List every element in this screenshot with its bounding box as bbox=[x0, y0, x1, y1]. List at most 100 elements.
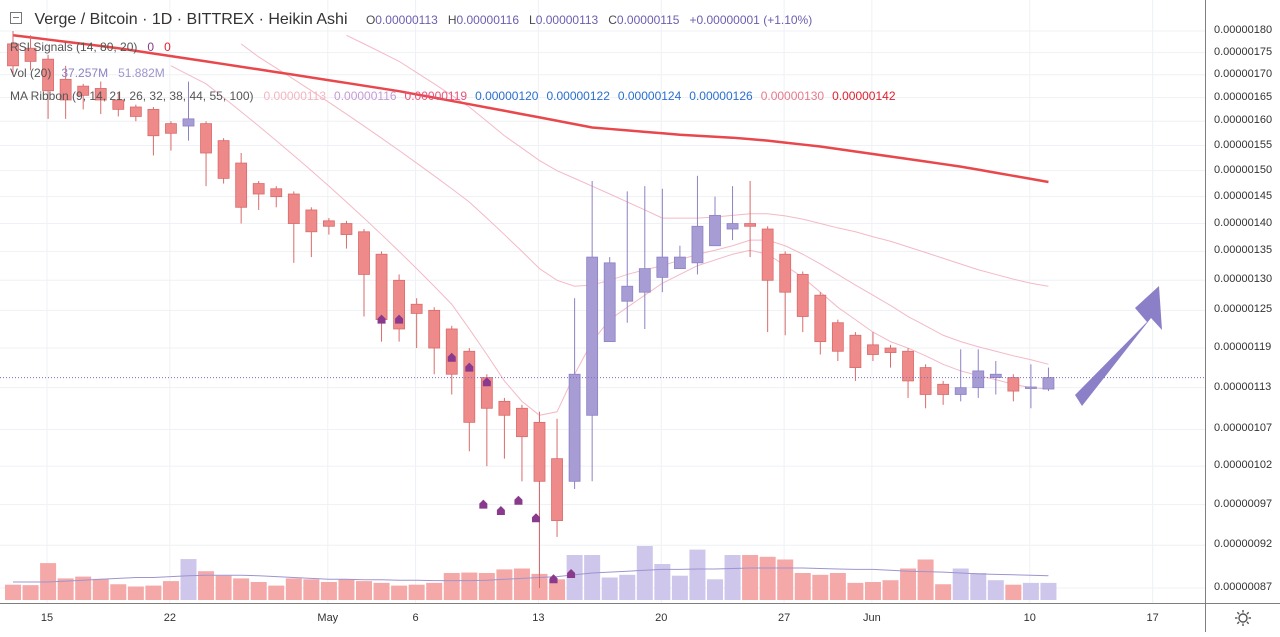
candle-body bbox=[59, 78, 72, 101]
candle-body bbox=[24, 47, 37, 62]
time-axis[interactable]: 15 22 May 6 13 20 27 Jun 10 17 bbox=[0, 603, 1205, 632]
volume-bar bbox=[970, 573, 987, 600]
ma-ribbon-label: MA Ribbon (9, 14, 21, 26, 32, 38, 44, 55… bbox=[10, 89, 254, 103]
candle-body bbox=[796, 274, 809, 317]
volume-bar bbox=[671, 575, 688, 600]
rsi-signal-marker bbox=[395, 314, 404, 324]
price-chart[interactable] bbox=[0, 0, 1205, 603]
candle bbox=[410, 298, 423, 349]
candle-body bbox=[867, 344, 879, 355]
candle-body bbox=[42, 58, 54, 92]
rsi-signal-marker bbox=[465, 362, 474, 372]
rsi-signal-marker bbox=[447, 352, 456, 362]
candle bbox=[498, 397, 511, 459]
time-tick-label: 27 bbox=[777, 612, 791, 624]
volume-bar bbox=[759, 556, 776, 600]
volume-bar bbox=[882, 580, 899, 600]
ohlc-values: O0.00000113 H0.00000116 L0.00000113 C0.0… bbox=[365, 13, 813, 27]
candle-body bbox=[410, 303, 423, 314]
candle bbox=[814, 292, 827, 355]
gear-icon[interactable] bbox=[1206, 604, 1280, 632]
candle bbox=[77, 83, 90, 110]
price-axis[interactable]: 0.00000180 0.00000175 0.00000170 0.00000165… bbox=[1205, 0, 1280, 603]
price-tick-label: 0.00000170 bbox=[1214, 67, 1273, 80]
volume-bar bbox=[513, 568, 530, 600]
volume-bar bbox=[707, 579, 723, 600]
candle bbox=[182, 81, 195, 141]
volume-bar bbox=[900, 568, 917, 600]
volume-bar bbox=[373, 582, 390, 600]
time-tick-label: 6 bbox=[412, 612, 419, 624]
rsi-signal-marker bbox=[479, 499, 488, 509]
candle-body bbox=[551, 458, 563, 522]
volume-bar bbox=[1005, 584, 1022, 600]
rsi-signal-marker bbox=[514, 495, 523, 505]
rsi-label: RSI Signals (14, 80, 20) bbox=[10, 40, 138, 54]
candle-body bbox=[919, 367, 932, 395]
settings-corner[interactable] bbox=[1205, 603, 1280, 632]
rsi-signal-marker bbox=[482, 377, 491, 387]
volume-bar bbox=[303, 579, 320, 600]
chart-area[interactable]: Verge / Bitcoin · 1D · BITTREX · Heikin … bbox=[0, 0, 1205, 603]
candle-body bbox=[691, 225, 704, 264]
candle bbox=[340, 220, 353, 249]
candle-body bbox=[270, 188, 283, 198]
candle bbox=[586, 180, 599, 482]
candle-body bbox=[744, 223, 756, 227]
change-value: +0.00000001 (+1.10%) bbox=[689, 13, 813, 27]
candle-body bbox=[621, 285, 634, 302]
candle bbox=[480, 374, 493, 467]
candle bbox=[884, 344, 897, 368]
volume-bar bbox=[22, 585, 39, 600]
candle bbox=[217, 138, 230, 184]
vol-legend[interactable]: Vol (20) 37.257M 51.882M bbox=[10, 66, 165, 80]
candle bbox=[674, 245, 686, 270]
volume-bar bbox=[917, 559, 934, 600]
low-value: 0.00000113 bbox=[535, 13, 599, 27]
candle bbox=[972, 349, 985, 398]
volume-bar bbox=[952, 568, 969, 600]
collapse-legend-icon[interactable] bbox=[10, 11, 22, 24]
candle bbox=[849, 332, 862, 381]
price-tick-label: 0.00000135 bbox=[1214, 244, 1273, 257]
candle bbox=[726, 186, 739, 241]
candle bbox=[831, 319, 844, 362]
volume-bar bbox=[496, 569, 513, 600]
volume-bar bbox=[478, 573, 495, 600]
volume-bar bbox=[250, 582, 267, 600]
candle-body bbox=[709, 214, 721, 247]
price-tick-label: 0.00000087 bbox=[1214, 581, 1273, 593]
candle-body bbox=[112, 99, 125, 110]
rsi-legend[interactable]: RSI Signals (14, 80, 20) 0 0 bbox=[10, 40, 171, 54]
candle bbox=[656, 188, 669, 293]
candle-body bbox=[217, 140, 230, 179]
volume-ma-line bbox=[13, 567, 1049, 583]
interval[interactable]: 1D bbox=[151, 11, 173, 28]
ma-ribbon-value: 0.00000130 bbox=[760, 89, 825, 103]
ma-ribbon-value: 0.00000116 bbox=[334, 89, 397, 103]
candle-body bbox=[358, 231, 370, 275]
candle bbox=[1025, 364, 1037, 409]
ma-ribbon-legend[interactable]: MA Ribbon (9, 14, 21, 26, 32, 38, 44, 55… bbox=[10, 89, 904, 103]
candle-body bbox=[568, 373, 581, 482]
chart-style: Heikin Ashi bbox=[268, 11, 348, 28]
candle bbox=[375, 251, 388, 342]
candle bbox=[937, 380, 950, 405]
candle-body bbox=[7, 43, 19, 67]
price-tick-label: 0.00000140 bbox=[1214, 216, 1273, 229]
candle bbox=[322, 218, 335, 235]
rsi-signal-marker bbox=[531, 513, 540, 523]
candle bbox=[147, 107, 160, 156]
candle-body bbox=[831, 322, 844, 352]
candle-body bbox=[603, 262, 616, 343]
volume-bar bbox=[5, 584, 21, 600]
volume-bar bbox=[829, 573, 846, 600]
volume-bar bbox=[987, 580, 1004, 600]
symbol-name[interactable]: Verge / Bitcoin bbox=[34, 11, 138, 28]
candle bbox=[129, 104, 142, 122]
candle bbox=[709, 196, 721, 247]
time-tick-label: 22 bbox=[163, 612, 176, 624]
price-tick-label: 0.00000113 bbox=[1214, 380, 1272, 393]
candle-body bbox=[200, 123, 212, 154]
candle-body bbox=[129, 106, 142, 117]
